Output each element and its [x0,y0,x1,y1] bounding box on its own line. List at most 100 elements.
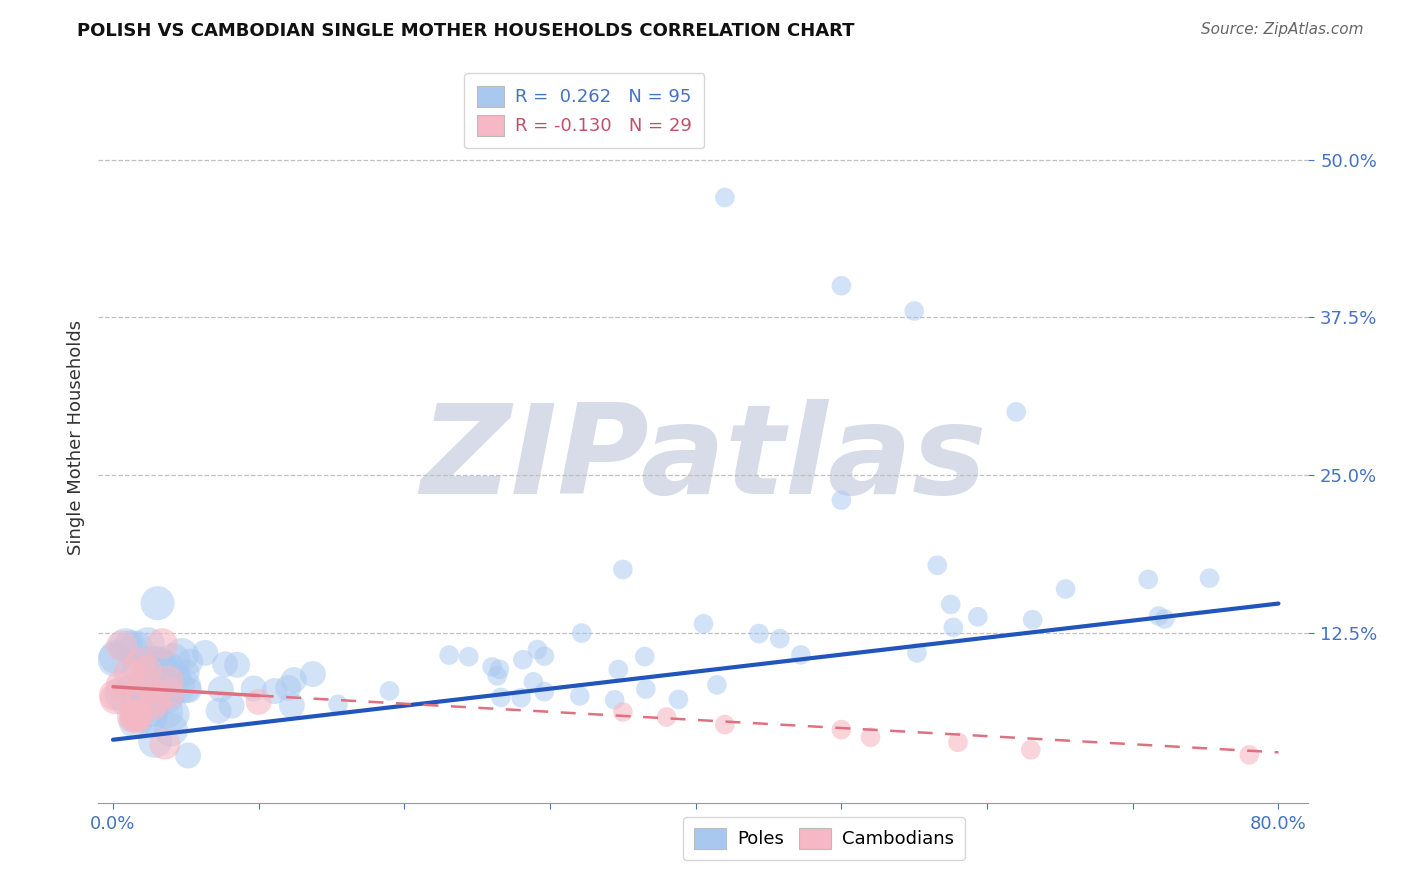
Point [486,669,509,683]
Point [150,637,173,651]
Point [115,693,138,707]
Point [194,646,217,660]
Point [114,638,136,652]
Point [110,686,132,700]
Point [247,695,270,709]
Point [157,673,180,688]
Point [1198,571,1220,585]
Point [155,660,177,674]
Point [603,692,626,706]
Point [221,698,243,713]
Point [748,626,770,640]
Point [946,735,969,749]
Point [655,710,678,724]
Point [162,707,184,722]
Point [939,598,962,612]
Point [1005,405,1028,419]
Point [457,649,479,664]
Point [143,683,166,698]
Point [1054,582,1077,596]
Point [124,711,146,725]
Point [124,706,146,721]
Point [706,678,728,692]
Point [170,648,193,662]
Text: ZIPatlas: ZIPatlas [420,399,986,519]
Point [1137,573,1160,587]
Point [111,639,134,653]
Point [129,687,152,701]
Point [127,691,149,706]
Point [510,690,533,705]
Point [242,681,264,696]
Point [326,698,349,712]
Text: POLISH VS CAMBODIAN SINGLE MOTHER HOUSEHOLDS CORRELATION CHART: POLISH VS CAMBODIAN SINGLE MOTHER HOUSEH… [77,22,855,40]
Point [103,653,125,667]
Point [966,609,988,624]
Point [145,692,167,706]
Point [830,493,852,508]
Point [156,690,179,704]
Point [612,705,634,719]
Y-axis label: Single Mother Households: Single Mother Households [66,319,84,555]
Point [160,723,183,737]
Point [104,691,127,706]
Point [668,692,690,706]
Point [120,683,142,698]
Point [155,705,177,719]
Point [692,616,714,631]
Point [714,190,737,204]
Point [1239,747,1261,762]
Point [942,620,965,634]
Point [132,675,155,690]
Point [533,649,555,664]
Point [163,671,186,685]
Point [136,637,159,651]
Legend: Poles, Cambodians: Poles, Cambodians [683,817,965,860]
Point [118,666,141,681]
Point [145,679,167,693]
Point [110,678,132,692]
Point [167,680,190,694]
Point [207,704,229,718]
Point [927,558,949,573]
Point [177,683,200,698]
Point [1153,612,1175,626]
Point [488,662,510,676]
Point [177,748,200,763]
Point [162,653,184,667]
Point [612,562,634,576]
Point [769,632,792,646]
Point [141,660,163,674]
Point [127,710,149,724]
Point [1019,743,1042,757]
Point [135,664,157,678]
Point [143,734,166,748]
Point [176,665,198,680]
Point [1021,613,1043,627]
Point [214,657,236,672]
Point [103,688,125,702]
Point [526,642,548,657]
Point [437,648,460,662]
Point [148,657,170,671]
Point [118,640,141,655]
Point [142,656,165,670]
Point [481,660,503,674]
Point [139,684,162,698]
Point [905,646,928,660]
Point [125,640,148,655]
Point [157,686,180,700]
Point [571,626,593,640]
Point [179,655,201,669]
Point [139,709,162,723]
Point [378,684,401,698]
Point [277,681,299,695]
Point [281,698,304,713]
Point [634,681,657,696]
Point [533,684,555,698]
Point [150,658,173,673]
Point [790,648,813,662]
Point [263,684,285,698]
Point [903,304,925,318]
Point [302,667,325,681]
